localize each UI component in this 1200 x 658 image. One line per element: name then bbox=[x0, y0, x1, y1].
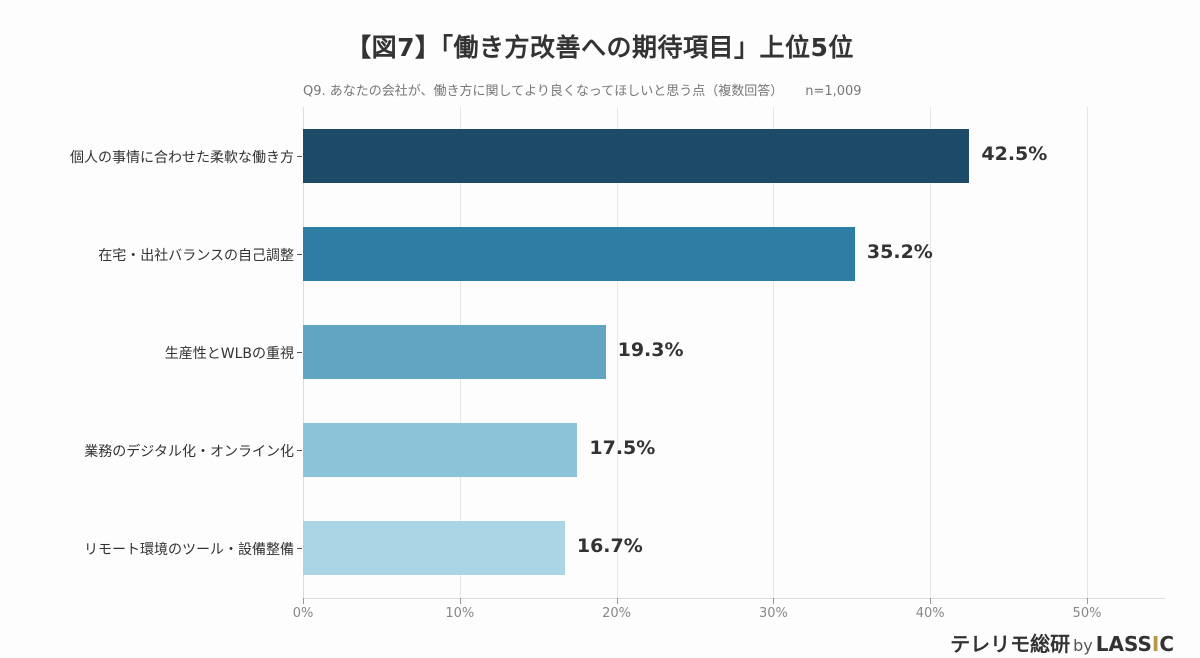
category-label: リモート環境のツール・設備整備 bbox=[84, 542, 294, 558]
category-label: 業務のデジタル化・オンライン化 bbox=[84, 444, 294, 460]
y-tick bbox=[297, 548, 302, 549]
x-tick-label: 30% bbox=[758, 606, 788, 621]
brand-company-post: C bbox=[1159, 632, 1174, 656]
y-tick bbox=[297, 352, 302, 353]
x-tick bbox=[930, 598, 932, 604]
value-label: 42.5% bbox=[981, 143, 1048, 165]
bar bbox=[303, 129, 970, 183]
x-tick-label: 10% bbox=[445, 606, 475, 621]
value-label: 35.2% bbox=[866, 241, 933, 263]
x-axis-line bbox=[303, 598, 1165, 599]
y-tick bbox=[297, 450, 302, 451]
brand-company-accent: I bbox=[1151, 632, 1160, 656]
x-tick-label: 40% bbox=[915, 606, 945, 621]
category-label: 生産性とWLBの重視 bbox=[164, 346, 294, 362]
question-text: Q9. あなたの会社が、働き方に関してより良くなってほしいと思う点（複数回答） bbox=[303, 84, 784, 99]
x-tick bbox=[616, 598, 618, 604]
x-tick bbox=[773, 598, 775, 604]
gridline bbox=[930, 107, 932, 598]
category-label: 在宅・出社バランスの自己調整 bbox=[98, 248, 294, 264]
brand-logo: テレリモ総研 by LASSIC bbox=[950, 628, 1174, 657]
value-label: 17.5% bbox=[589, 437, 656, 459]
category-label: 個人の事情に合わせた柔軟な働き方 bbox=[70, 150, 294, 166]
x-tick-label: 50% bbox=[1072, 606, 1102, 621]
brand-by: by bbox=[1073, 636, 1093, 655]
x-tick-label: 20% bbox=[602, 606, 632, 621]
brand-company-pre: LASS bbox=[1095, 632, 1152, 656]
bar bbox=[303, 227, 855, 281]
value-label: 16.7% bbox=[576, 535, 643, 557]
gridline bbox=[616, 107, 618, 598]
sample-size: n=1,009 bbox=[805, 84, 862, 99]
x-tick bbox=[303, 598, 304, 604]
bar bbox=[303, 423, 578, 477]
gridline bbox=[1087, 107, 1088, 598]
y-tick bbox=[297, 254, 302, 255]
value-label: 19.3% bbox=[617, 339, 684, 361]
chart-title: 【図7】「働き方改善への期待項目」上位5位 bbox=[346, 33, 854, 62]
brand-name: テレリモ総研 bbox=[950, 632, 1071, 656]
gridline bbox=[773, 107, 775, 598]
x-tick-label: 0% bbox=[292, 606, 314, 621]
chart-subtitle: Q9. あなたの会社が、働き方に関してより良くなってほしいと思う点（複数回答） n… bbox=[303, 80, 862, 99]
y-tick bbox=[297, 156, 302, 157]
x-tick bbox=[1087, 598, 1088, 604]
bar bbox=[303, 325, 606, 379]
x-tick bbox=[459, 598, 461, 604]
bar bbox=[303, 521, 565, 575]
